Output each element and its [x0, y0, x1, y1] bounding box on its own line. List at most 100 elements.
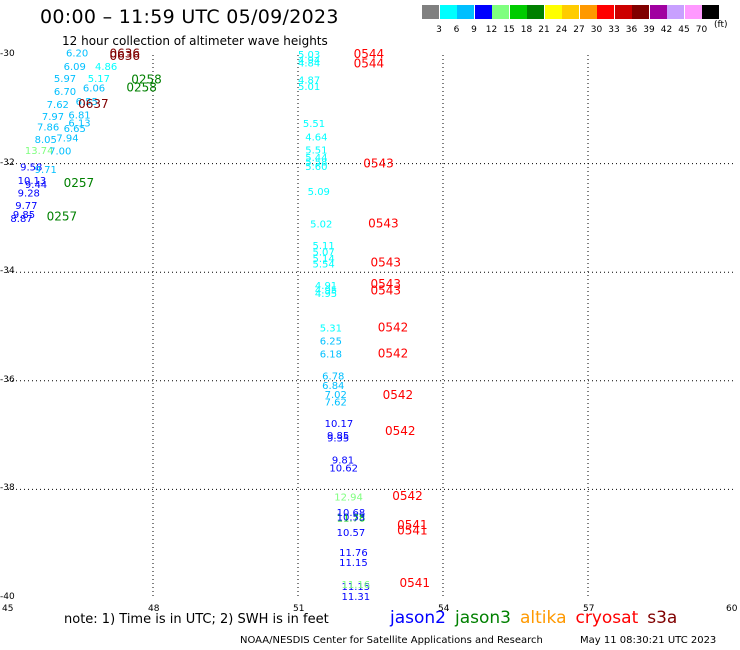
wave-height-label: 9.44	[25, 180, 47, 191]
wave-height-label: 7.02	[325, 390, 347, 401]
latitude-label: -38	[0, 483, 15, 494]
pass-time-label: 0542	[392, 489, 423, 503]
satellite-key: jason2 jason3 altika cryosat s3a	[390, 608, 686, 628]
pass-time-label: 0636	[110, 46, 141, 60]
legend-level-label: 9	[471, 25, 477, 35]
pass-time-label: 0543	[371, 284, 402, 298]
wave-height-label: 11.15	[342, 582, 371, 593]
legend-swatch	[422, 5, 439, 19]
wave-height-label: 6.84	[322, 381, 344, 392]
latitude-label: -40	[0, 592, 15, 602]
wave-height-label: 12.94	[334, 492, 363, 503]
pass-time-label: 0636	[110, 49, 141, 63]
legend-swatch	[439, 5, 457, 19]
wave-height-label: 5.31	[320, 324, 342, 335]
pass-time-label: 0257	[47, 209, 78, 223]
wave-height-label: 10.68	[337, 508, 366, 519]
legend-level-label: 42	[660, 25, 673, 35]
pass-time-label: 0258	[131, 72, 162, 86]
wave-height-label: 5.09	[308, 187, 330, 198]
wave-height-label: 6.13	[68, 118, 90, 129]
wave-height-label: 9.35	[327, 433, 349, 444]
wave-height-label: 5.54	[313, 260, 335, 271]
wave-height-label: 5.60	[305, 162, 327, 173]
map-title: 00:00 – 11:59 UTC 05/09/2023	[40, 6, 339, 28]
wave-height-label: 11.31	[342, 592, 371, 603]
legend-swatch	[667, 5, 684, 19]
wave-height-label: 7.62	[325, 397, 347, 408]
pass-time-label: 0544	[354, 57, 385, 71]
legend-level-label: 18	[520, 25, 533, 35]
wave-height-label: 13.74	[25, 146, 54, 157]
wave-height-label: 4.87	[298, 75, 320, 86]
wave-height-label: 5.07	[313, 248, 335, 259]
legend-level-label: 70	[695, 25, 708, 35]
wave-height-label: 5.14	[313, 254, 335, 265]
wave-height-label: 5.58	[305, 157, 327, 168]
wave-height-label: 7.97	[42, 112, 64, 123]
wave-height-label: 5.51	[303, 119, 325, 130]
pass-time-label: 0541	[400, 576, 431, 590]
credit-text: NOAA/NESDIS Center for Satellite Applica…	[240, 635, 543, 646]
satellite-name: jason2	[390, 608, 446, 628]
legend-swatch	[474, 5, 492, 19]
wave-height-label: 5.01	[298, 82, 320, 93]
satellite-name: altika	[520, 608, 567, 628]
legend-swatch	[544, 5, 562, 19]
satellite-name: s3a	[647, 608, 678, 628]
wave-height-label: 10.62	[329, 464, 358, 475]
legend-level-label: 3	[436, 25, 442, 35]
wave-height-label: 10.13	[18, 176, 47, 187]
wave-height-label: 5.02	[310, 219, 332, 230]
wave-height-label: 5.97	[54, 74, 76, 85]
wave-height-label: 7.94	[56, 134, 78, 145]
wave-height-label: 9.85	[13, 210, 35, 221]
wave-height-label: 5.51	[305, 145, 327, 156]
legend-level-label: 27	[573, 25, 585, 35]
wave-height-label: 5.17	[88, 74, 110, 85]
legend-swatch	[684, 5, 702, 19]
wave-height-label: 6.65	[64, 124, 86, 135]
legend-swatch	[597, 5, 614, 19]
wave-height-label: 4.91	[315, 281, 337, 292]
wave-height-label: 6.55	[76, 97, 98, 108]
legend-level-label: 6	[453, 25, 460, 35]
wave-height-label: 10.53	[337, 513, 366, 524]
legend-swatch	[702, 5, 719, 19]
pass-time-label: 0543	[371, 277, 402, 291]
satellite-name: cryosat	[575, 608, 639, 628]
legend-swatch	[457, 5, 474, 19]
wave-height-label: 10.17	[325, 419, 354, 430]
pass-time-label: 0258	[126, 81, 157, 95]
legend-level-label: 45	[678, 25, 690, 35]
latitude-label: -30	[0, 49, 15, 59]
wave-height-label: 9.71	[35, 165, 57, 176]
wave-height-label: 6.20	[66, 48, 88, 59]
latitude-label: -36	[0, 374, 15, 385]
wave-height-label: 4.86	[95, 62, 117, 73]
legend-level-label: 39	[643, 25, 655, 35]
legend-unit: (ft)	[714, 20, 728, 30]
pass-time-label: 0542	[385, 424, 416, 438]
latitude-label: -34	[0, 266, 15, 277]
wave-height-label: 4.64	[305, 132, 327, 143]
longitude-label: 51	[293, 604, 305, 614]
legend-swatch	[527, 5, 544, 19]
legend-swatch	[492, 5, 509, 19]
wave-height-label: 5.11	[313, 241, 335, 252]
wave-height-label: 6.70	[54, 87, 76, 98]
wave-height-label: 9.28	[18, 188, 40, 199]
pass-time-label: 0543	[371, 255, 402, 269]
wave-height-label: 11.15	[339, 558, 368, 569]
legend-swatch	[562, 5, 579, 19]
legend-level-label: 15	[503, 25, 515, 35]
wave-height-label: 8.05	[35, 135, 57, 146]
legend-level-label: 30	[590, 25, 603, 35]
pass-time-label: 0637	[78, 97, 109, 111]
satellite-name: jason3	[455, 608, 511, 628]
longitude-label: 48	[148, 604, 160, 614]
legend-swatch	[649, 5, 667, 19]
pass-time-label: 0542	[383, 388, 414, 402]
wave-height-label: 6.06	[83, 84, 105, 95]
wave-height-label: 9.81	[332, 456, 354, 467]
